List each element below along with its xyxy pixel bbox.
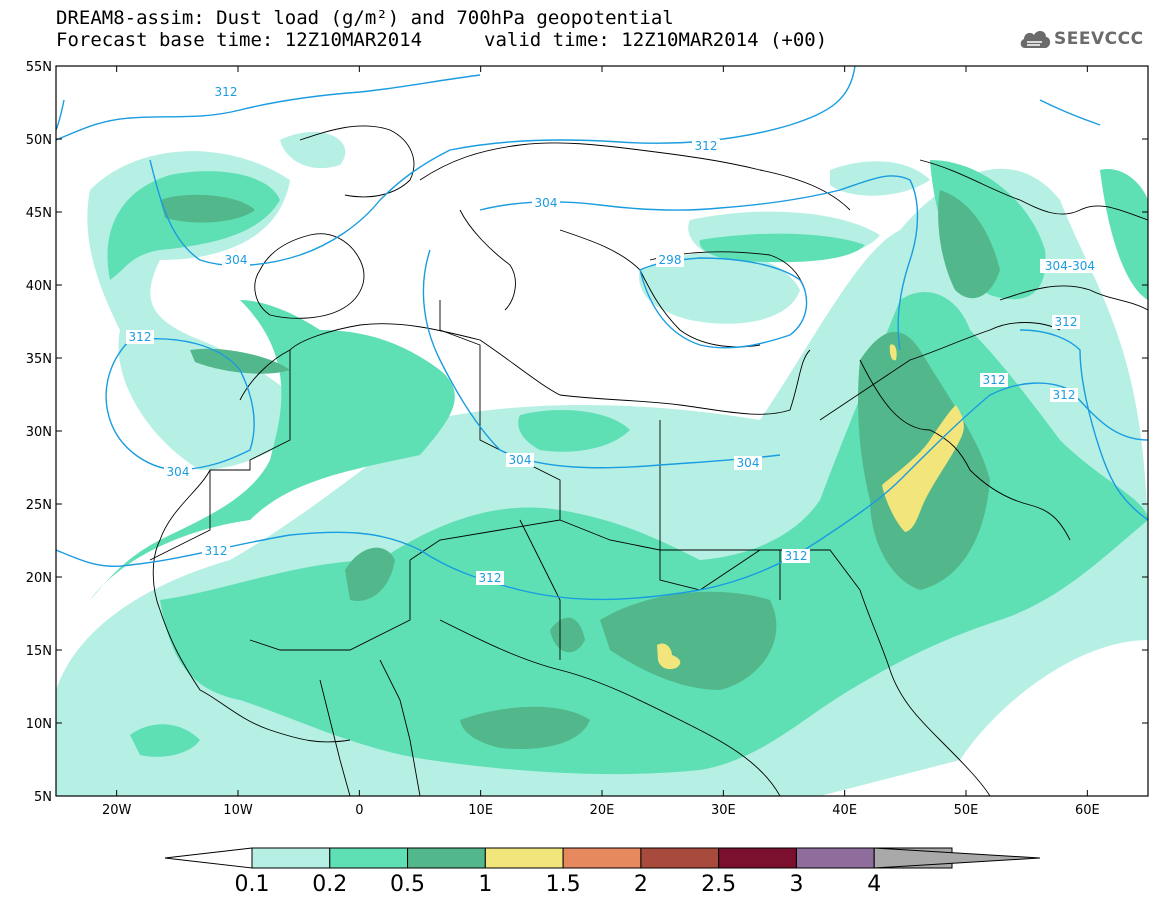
lon-tick-label: 50E — [954, 803, 979, 818]
contour-label: 298 — [659, 253, 682, 267]
contour-label: 312 — [983, 373, 1006, 387]
lon-tick-label: 40E — [832, 803, 857, 818]
lat-tick-label: 25N — [26, 498, 52, 513]
contour-label-bg — [164, 465, 192, 479]
contour-label-bg — [126, 330, 154, 344]
lon-tick-label: 30E — [711, 803, 736, 818]
contour-label-bg — [980, 373, 1008, 387]
lon-tick-label: 10E — [468, 803, 493, 818]
colorbar-tick-label: 0.5 — [390, 872, 426, 897]
contour-labels: 312 304 312 304 312 304 298 312 304 304 312 312 312 3… — [126, 85, 1100, 585]
contour-label-bg — [734, 456, 762, 470]
valid-time: valid time: 12Z10MAR2014 (+00) — [484, 29, 828, 51]
contour-label: 312 — [1053, 388, 1076, 402]
contour-label: 312 — [129, 330, 152, 344]
contour-label-bg — [532, 196, 560, 210]
contour-label: 312 — [215, 85, 238, 99]
contour-label: 304 — [535, 196, 558, 210]
colorbar-segment — [329, 847, 409, 869]
lon-tick-label: 60E — [1075, 803, 1100, 818]
colorbar-tick-label: 3 — [789, 872, 804, 897]
contour-label: 304 — [225, 253, 248, 267]
contour-label-bg — [656, 253, 684, 267]
colorbar-segment — [640, 847, 720, 869]
contour-label-bg — [212, 85, 240, 99]
colorbar-segment — [795, 847, 875, 869]
colorbar-tick-label: 4 — [867, 872, 882, 897]
lat-tick-label: 20N — [26, 571, 52, 586]
colorbar-tick-label: 0.1 — [234, 872, 270, 897]
lat-tick-label: 35N — [26, 352, 52, 367]
contour-label: 304 — [737, 456, 760, 470]
title-line-2: Forecast base time: 12Z10MAR2014 valid ti… — [56, 29, 827, 51]
colorbar-segment — [562, 847, 642, 869]
contour-label-bg — [782, 549, 810, 563]
forecast-base-time: Forecast base time: 12Z10MAR2014 — [56, 29, 423, 51]
contour-label: 312 — [205, 544, 228, 558]
contour-label: 304 — [167, 465, 190, 479]
contour-label-bg — [202, 544, 230, 558]
colorbar — [164, 847, 1041, 869]
lat-tick-label: 55N — [26, 60, 52, 75]
lat-tick-label: 10N — [26, 717, 52, 732]
lon-tick-label: 10W — [223, 803, 253, 818]
contour-label: 312 — [479, 571, 502, 585]
lat-tick-label: 5N — [34, 790, 52, 805]
axis-ticks: 55N 50N 45N 40N 35N 30N 25N 20N 15N 10N 5N 20W 10W 0 1… — [26, 60, 1148, 818]
country-borders — [149, 125, 1148, 796]
colorbar-tick-label: 1.5 — [545, 872, 581, 897]
lat-tick-label: 40N — [26, 279, 52, 294]
lat-tick-label: 50N — [26, 133, 52, 148]
contour-label: 312 — [1055, 315, 1078, 329]
colorbar-tick-label: 2.5 — [701, 872, 737, 897]
contour-label-bg — [692, 139, 720, 153]
lat-tick-label: 30N — [26, 425, 52, 440]
lon-tick-label: 20W — [102, 803, 132, 818]
dust-fields — [56, 66, 1148, 796]
colorbar-high-arrow — [873, 847, 1041, 869]
colorbar-segment — [718, 847, 797, 869]
contour-label-bg — [506, 453, 534, 467]
contour-label-bg — [476, 571, 504, 585]
contour-label: 304-304 — [1045, 259, 1095, 273]
contour-label: 304 — [509, 453, 532, 467]
logo-text: SEEVCCC — [1054, 29, 1144, 49]
colorbar-segment — [484, 847, 564, 869]
geopotential-contours — [56, 66, 1148, 601]
contour-label-bg — [1052, 315, 1080, 329]
title-line-1: DREAM8-assim: Dust load (g/m²) and 700hP… — [56, 7, 674, 29]
colorbar-segment — [407, 847, 486, 869]
seevccc-logo: SEEVCCC — [1018, 24, 1158, 54]
colorbar-low-arrow — [164, 847, 253, 869]
contour-label-bg — [1040, 259, 1100, 273]
colorbar-tick-label: 1 — [478, 872, 493, 897]
lon-tick-label: 0 — [355, 803, 363, 818]
contour-label: 312 — [695, 139, 718, 153]
colorbar-tick-label: 0.2 — [312, 872, 348, 897]
lon-tick-label: 20E — [590, 803, 615, 818]
lat-tick-label: 45N — [26, 206, 52, 221]
contour-label-bg — [1050, 388, 1078, 402]
lat-tick-label: 15N — [26, 644, 52, 659]
contour-label-bg — [222, 253, 250, 267]
colorbar-tick-label: 2 — [633, 872, 648, 897]
cloud-icon — [1020, 31, 1051, 48]
contour-label: 312 — [785, 549, 808, 563]
colorbar-segment — [251, 847, 331, 869]
